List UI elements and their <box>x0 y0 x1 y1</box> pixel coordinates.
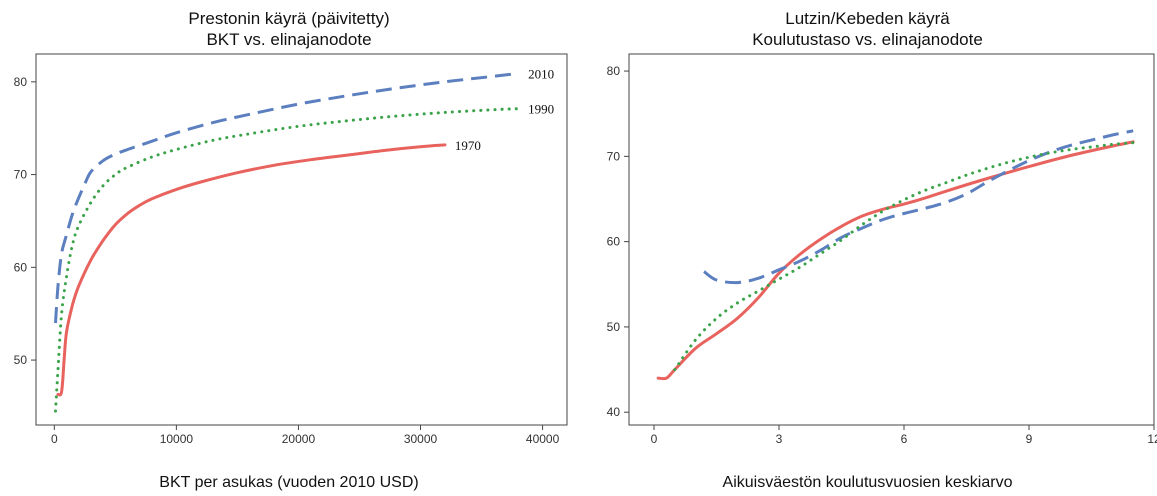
series-line-2 <box>673 141 1135 372</box>
x-tick-label: 9 <box>1026 432 1033 446</box>
y-tick-label: 80 <box>14 75 28 89</box>
chart-title: Lutzin/Kebeden käyrä <box>785 9 950 28</box>
y-tick-label: 70 <box>607 149 621 163</box>
y-tick-label: 40 <box>607 405 621 419</box>
x-tick-label: 40000 <box>526 432 560 446</box>
series-line-1 <box>703 129 1134 285</box>
x-tick-label: 6 <box>901 432 908 446</box>
series-line-2010 <box>54 72 519 324</box>
y-tick-label: 50 <box>607 320 621 334</box>
y-tick-label: 70 <box>14 168 28 182</box>
x-tick-label: 10000 <box>160 432 194 446</box>
series-label-2010: 2010 <box>528 66 554 81</box>
x-tick-label: 12 <box>1147 432 1157 446</box>
chart-title: Prestonin käyrä (päivitetty) <box>188 9 390 28</box>
chart-subtitle: Koulutustaso vs. elinajanodote <box>752 30 983 49</box>
y-tick-label: 60 <box>14 260 28 274</box>
series-label-1990: 1990 <box>528 102 554 117</box>
series-line-1970 <box>56 143 447 397</box>
chart-svg-preston: 0 10000 20000 30000 40000 50 60 70 80 2010 1990 197… <box>14 53 568 446</box>
y-tick-label: 80 <box>607 64 621 78</box>
series-line-1990 <box>54 107 520 413</box>
x-tick-label: 3 <box>776 432 783 446</box>
series-line-0 <box>656 140 1135 381</box>
chart-svg-lutz: 0 3 6 9 12 40 50 60 70 80 <box>607 53 1157 446</box>
chart-panel-preston: Prestonin käyrä (päivitetty) BKT vs. eli… <box>0 0 578 496</box>
x-tick-label: 0 <box>51 432 58 446</box>
chart-title-lutz: Lutzin/Kebeden käyrä Koulutustaso vs. el… <box>578 8 1157 50</box>
x-tick-label: 30000 <box>404 432 438 446</box>
plot-frame <box>35 53 568 426</box>
plot-frame <box>628 53 1155 426</box>
chart-title-preston: Prestonin käyrä (päivitetty) BKT vs. eli… <box>0 8 578 50</box>
chart-subtitle: BKT vs. elinajanodote <box>206 30 372 49</box>
chart-panel-lutz: Lutzin/Kebeden käyrä Koulutustaso vs. el… <box>578 0 1157 496</box>
y-tick-label: 50 <box>14 353 28 367</box>
x-tick-label: 0 <box>651 432 658 446</box>
x-axis-label: Aikuisväestön koulutusvuosien keskiarvo <box>722 474 1013 491</box>
series-label-1970: 1970 <box>455 138 481 153</box>
x-axis-label: BKT per asukas (vuoden 2010 USD) <box>159 474 419 491</box>
x-tick-label: 20000 <box>282 432 316 446</box>
y-tick-label: 60 <box>607 235 621 249</box>
